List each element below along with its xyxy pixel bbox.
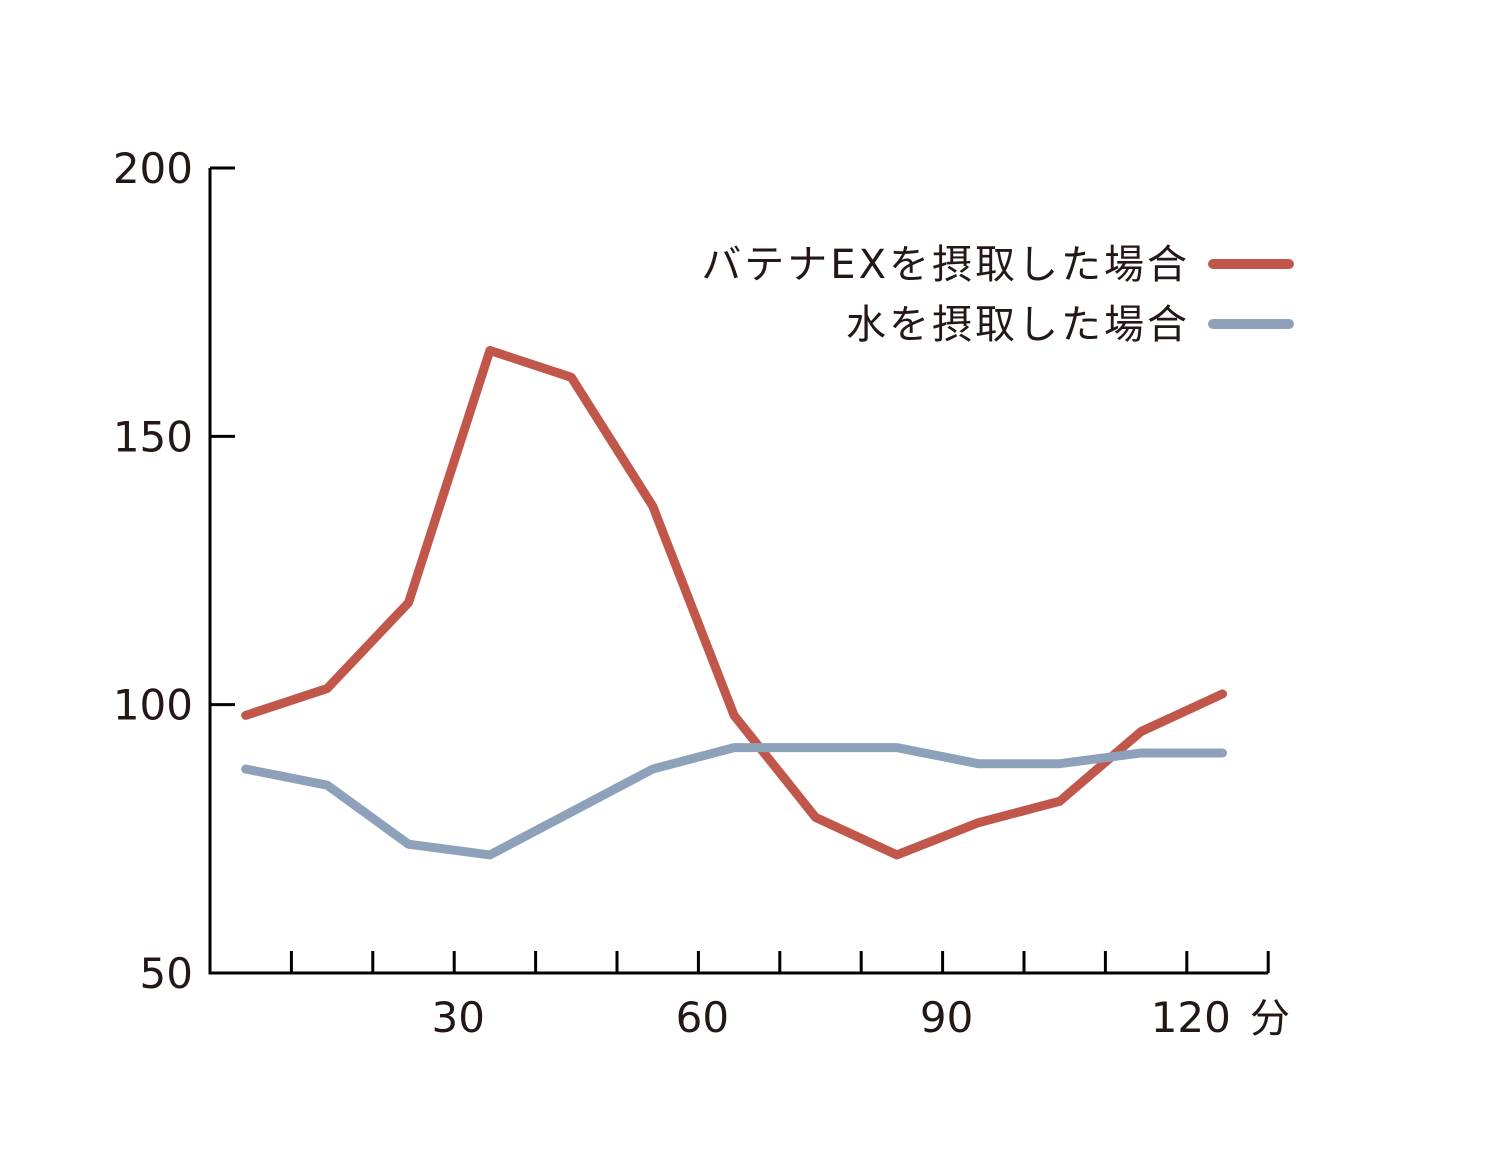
legend-label-2: 水を摂取した場合 — [846, 302, 1190, 348]
x-tick-label: 120 — [1151, 993, 1231, 1042]
series-line-1 — [241, 345, 1227, 860]
y-tick-label: 150 — [113, 412, 193, 461]
series-group — [241, 345, 1227, 860]
series-line-2 — [241, 743, 1227, 860]
x-tick-label: 90 — [920, 993, 973, 1042]
legend-label-1: バテナEXを摂取した場合 — [701, 242, 1190, 288]
x-tick-label: 60 — [676, 993, 729, 1042]
x-axis-unit-label: 分 — [1250, 996, 1290, 1042]
x-tick-label: 30 — [431, 993, 484, 1042]
axes: 50 100 150 200 30 60 90 120 — [113, 144, 1270, 1042]
y-tick-label: 100 — [113, 681, 193, 730]
y-tick-label: 50 — [140, 949, 193, 998]
y-tick-label: 200 — [113, 144, 193, 193]
